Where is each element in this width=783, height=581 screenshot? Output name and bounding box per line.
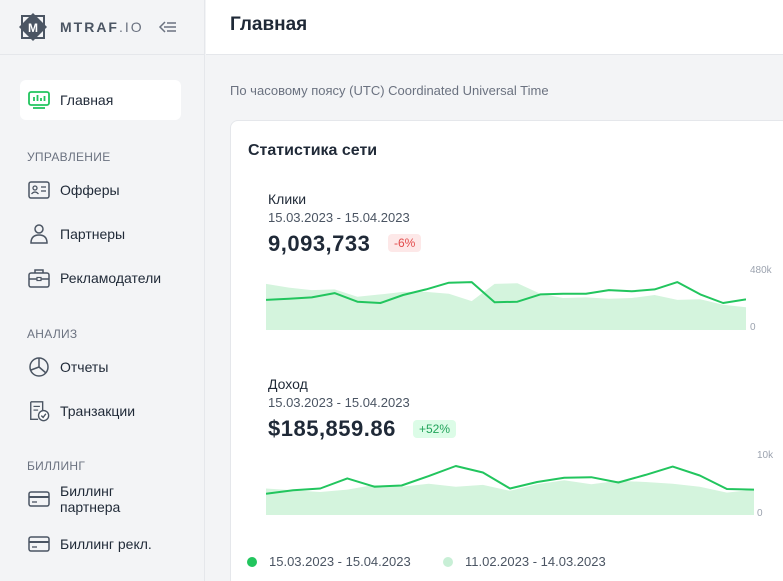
section-title-billing: БИЛЛИНГ xyxy=(27,459,86,473)
page-title: Главная xyxy=(230,14,308,35)
legend-dot xyxy=(247,556,257,567)
clicks-axis-max: 480k xyxy=(750,265,772,276)
sidebar-item-label: Биллинг рекл. xyxy=(60,536,152,552)
section-title-management: УПРАВЛЕНИЕ xyxy=(27,150,111,164)
timezone-note: По часовому поясу (UTC) Coordinated Univ… xyxy=(230,83,549,98)
briefcase-icon xyxy=(28,267,50,289)
pie-chart-icon xyxy=(28,356,50,378)
revenue-axis-min: 0 xyxy=(757,508,763,519)
sidebar-item-offers[interactable]: Офферы xyxy=(20,170,181,210)
legend-label: 15.03.2023 - 15.04.2023 xyxy=(269,554,411,569)
clicks-metric-range: 15.03.2023 - 15.04.2023 xyxy=(268,210,410,225)
revenue-sparkline xyxy=(266,465,754,515)
dashboard-icon xyxy=(28,89,50,111)
revenue-metric-range: 15.03.2023 - 15.04.2023 xyxy=(268,395,410,410)
credit-card-icon xyxy=(28,488,50,510)
revenue-axis-max: 10k xyxy=(757,450,774,461)
card-title: Статистика сети xyxy=(248,142,378,159)
revenue-change-badge: +52% xyxy=(413,420,457,438)
legend-item-current[interactable]: 15.03.2023 - 15.04.2023 xyxy=(247,554,411,569)
id-card-icon xyxy=(28,179,50,201)
legend-label: 11.02.2023 - 14.03.2023 xyxy=(465,554,606,569)
legend-item-previous[interactable]: 11.02.2023 - 14.03.2023 xyxy=(443,554,606,569)
section-title-analysis: АНАЛИЗ xyxy=(27,327,78,341)
sidebar-item-reports[interactable]: Отчеты xyxy=(20,347,181,387)
clicks-change-badge: -6% xyxy=(388,234,422,252)
receipt-check-icon xyxy=(28,400,50,422)
logo-icon: M xyxy=(19,13,47,41)
sidebar-item-advertiser-billing[interactable]: Биллинг рекл. xyxy=(20,524,181,564)
sidebar: M MTRAF.IO Главная УПРАВЛЕНИЕ Офферы Пар… xyxy=(0,0,205,581)
sidebar-item-label: Рекламодатели xyxy=(60,270,162,286)
clicks-metric-name: Клики xyxy=(268,191,307,207)
clicks-metric-value: 9,093,733 xyxy=(268,231,371,256)
sidebar-item-label: Биллинг партнера xyxy=(60,483,121,515)
previous-period-area xyxy=(266,480,754,515)
user-icon xyxy=(28,223,50,245)
sidebar-item-transactions[interactable]: Транзакции xyxy=(20,391,181,431)
current-period-line xyxy=(266,465,754,495)
revenue-metric-name: Доход xyxy=(268,376,308,392)
sidebar-item-advertisers[interactable]: Рекламодатели xyxy=(20,258,181,298)
sidebar-item-label: Отчеты xyxy=(60,359,109,375)
logo-row: M MTRAF.IO xyxy=(0,0,204,55)
sidebar-item-label: Главная xyxy=(60,92,114,108)
sidebar-item-partner-billing[interactable]: Биллинг партнера xyxy=(20,478,181,520)
clicks-axis-min: 0 xyxy=(750,322,756,333)
sidebar-item-home[interactable]: Главная xyxy=(20,80,181,120)
collapse-sidebar-icon[interactable] xyxy=(158,17,178,37)
sidebar-item-label: Офферы xyxy=(60,182,120,198)
sidebar-item-label: Партнеры xyxy=(60,226,126,242)
revenue-metric-value: $185,859.86 xyxy=(268,416,396,441)
clicks-sparkline xyxy=(266,281,746,330)
network-stats-card: Статистика сети Клики 15.03.2023 - 15.04… xyxy=(230,120,783,581)
top-bar: Главная xyxy=(206,0,783,55)
previous-period-area xyxy=(266,283,746,330)
credit-card-icon xyxy=(28,533,50,555)
sidebar-item-partners[interactable]: Партнеры xyxy=(20,214,181,254)
legend-dot xyxy=(443,556,453,567)
svg-text:M: M xyxy=(28,21,38,35)
current-period-line xyxy=(266,281,746,304)
brand-name: MTRAF.IO xyxy=(60,19,144,35)
sidebar-item-label: Транзакции xyxy=(60,403,136,419)
